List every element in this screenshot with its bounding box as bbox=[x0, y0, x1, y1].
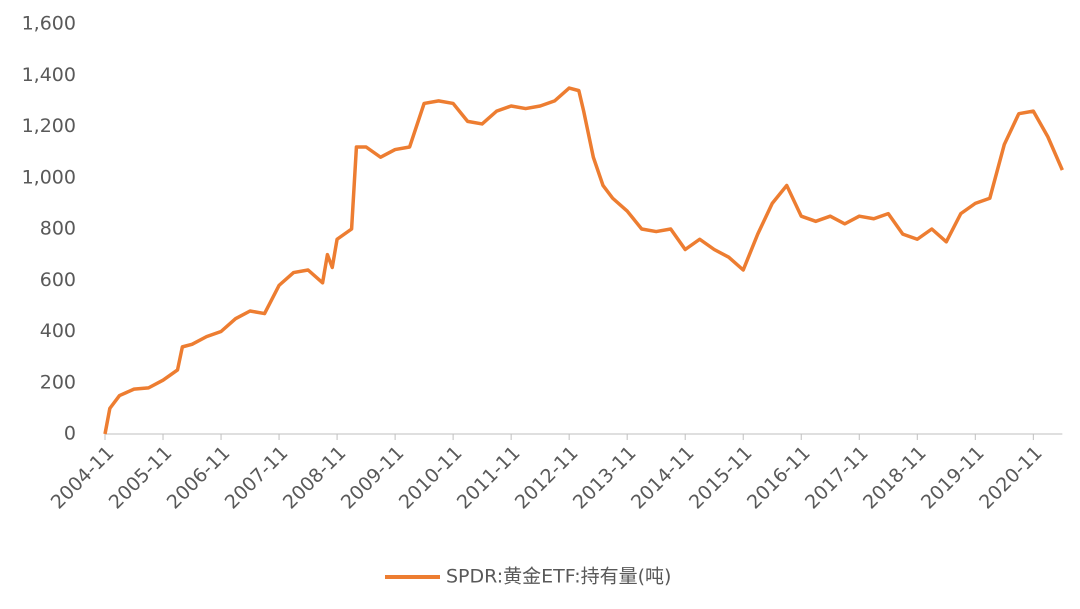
y-tick-label: 600 bbox=[40, 269, 76, 291]
x-tick-label: 2009-11 bbox=[337, 442, 409, 514]
x-tick-label: 2016-11 bbox=[743, 442, 815, 514]
y-tick-label: 1,000 bbox=[22, 166, 76, 188]
x-tick-label: 2012-11 bbox=[511, 442, 583, 514]
x-tick-label: 2010-11 bbox=[395, 442, 467, 514]
y-tick-label: 400 bbox=[40, 320, 76, 342]
x-tick-label: 2005-11 bbox=[105, 442, 177, 514]
y-tick-label: 1,200 bbox=[22, 115, 76, 137]
x-tick-label: 2019-11 bbox=[917, 442, 989, 514]
x-tick-label: 2013-11 bbox=[569, 442, 641, 514]
x-tick-label: 2011-11 bbox=[453, 442, 525, 514]
x-tick-label: 2018-11 bbox=[859, 442, 931, 514]
x-tick-label: 2014-11 bbox=[627, 442, 699, 514]
y-tick-label: 1,600 bbox=[22, 13, 76, 35]
x-tick-label: 2015-11 bbox=[685, 442, 757, 514]
x-tick-label: 2008-11 bbox=[279, 442, 351, 514]
legend-label: SPDR:黄金ETF:持有量(吨) bbox=[446, 566, 671, 588]
x-tick-label: 2017-11 bbox=[801, 442, 873, 514]
x-tick-label: 2006-11 bbox=[163, 442, 235, 514]
x-tick-label: 2020-11 bbox=[975, 442, 1047, 514]
y-tick-label: 0 bbox=[64, 423, 76, 445]
y-tick-label: 800 bbox=[40, 218, 76, 240]
y-tick-label: 200 bbox=[40, 371, 76, 393]
y-tick-label: 1,400 bbox=[22, 64, 76, 86]
line-series bbox=[103, 86, 1064, 435]
x-tick-label: 2007-11 bbox=[221, 442, 293, 514]
x-tick-label: 2004-11 bbox=[47, 442, 119, 514]
